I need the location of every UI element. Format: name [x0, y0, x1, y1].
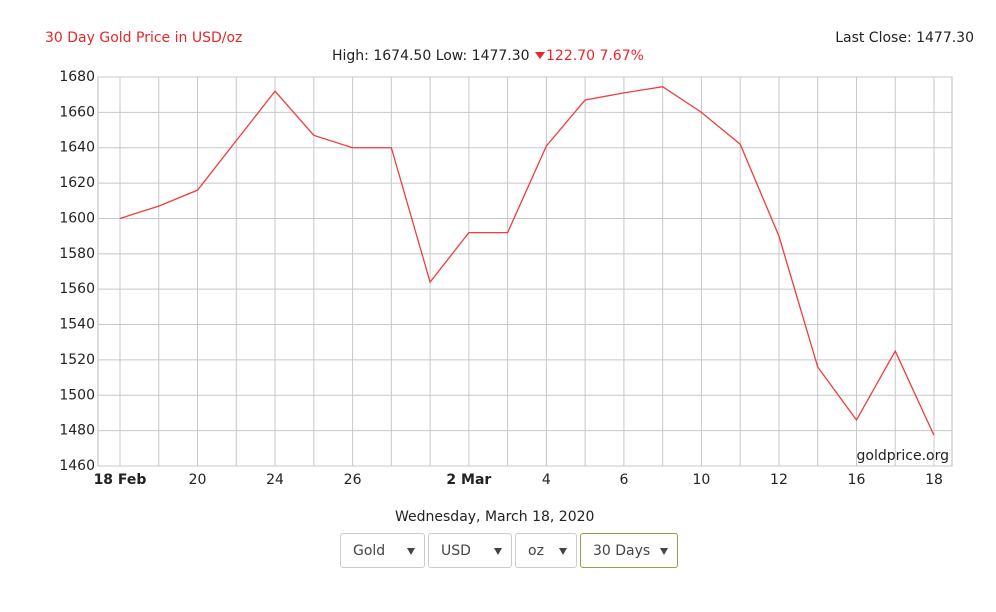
y-tick-label: 1500 — [59, 387, 95, 403]
chart: 1460148015001520154015601580160016201640… — [59, 69, 953, 488]
y-tick-label: 1460 — [59, 458, 95, 474]
plot-frame — [97, 76, 953, 467]
select-arrow — [407, 548, 415, 555]
select-text: Gold — [353, 542, 386, 559]
price-line — [119, 86, 935, 436]
y-tick-label: 1600 — [59, 210, 95, 226]
select-text: 30 Days — [593, 542, 651, 559]
y-tick-label: 1560 — [59, 281, 95, 297]
y-tick-label: 1580 — [59, 246, 95, 262]
x-tick-label: 10 — [693, 472, 711, 488]
x-tick-label: 16 — [848, 472, 866, 488]
unit-select[interactable]: oz — [515, 533, 577, 568]
select-arrow — [660, 548, 668, 555]
down-arrow — [535, 52, 546, 59]
watermark: goldprice.org — [857, 448, 949, 464]
x-tick-label: 12 — [770, 472, 788, 488]
select-text: oz — [528, 542, 544, 559]
chart-title: 30 Day Gold Price in USD/oz — [45, 30, 243, 46]
x-tick-label: 18 Feb — [94, 472, 147, 488]
x-tick-label: 18 — [925, 472, 943, 488]
x-tick-label: 26 — [344, 472, 362, 488]
change-text: 122.70 7.67% — [546, 48, 644, 64]
metal-select[interactable]: Gold — [340, 533, 425, 568]
period-select[interactable]: 30 Days — [580, 533, 678, 568]
y-tick-label: 1660 — [59, 104, 95, 120]
y-tick-label: 1640 — [59, 140, 95, 156]
x-tick-label: 6 — [619, 472, 628, 488]
x-tick-label: 4 — [542, 472, 551, 488]
y-tick-label: 1480 — [59, 423, 95, 439]
change: 122.70 7.67% — [534, 48, 644, 64]
currency-select[interactable]: USD — [428, 533, 512, 568]
x-tick-label: 2 Mar — [446, 472, 491, 488]
y-tick-label: 1540 — [59, 317, 95, 333]
y-tick-label: 1680 — [59, 69, 95, 85]
select-arrow — [494, 548, 502, 555]
last-close: Last Close: 1477.30 — [835, 30, 974, 46]
x-tick-label: 20 — [189, 472, 207, 488]
high-low-text: High: 1674.50 Low: 1477.30 — [332, 48, 530, 64]
x-tick-label: 24 — [266, 472, 284, 488]
date: Wednesday, March 18, 2020 — [395, 509, 595, 525]
select-arrow — [559, 548, 567, 555]
high-low: High: 1674.50 Low: 1477.30 122.70 7.67% — [332, 48, 644, 64]
y-tick-label: 1520 — [59, 352, 95, 368]
select-text: USD — [441, 542, 471, 559]
y-tick-label: 1620 — [59, 175, 95, 191]
